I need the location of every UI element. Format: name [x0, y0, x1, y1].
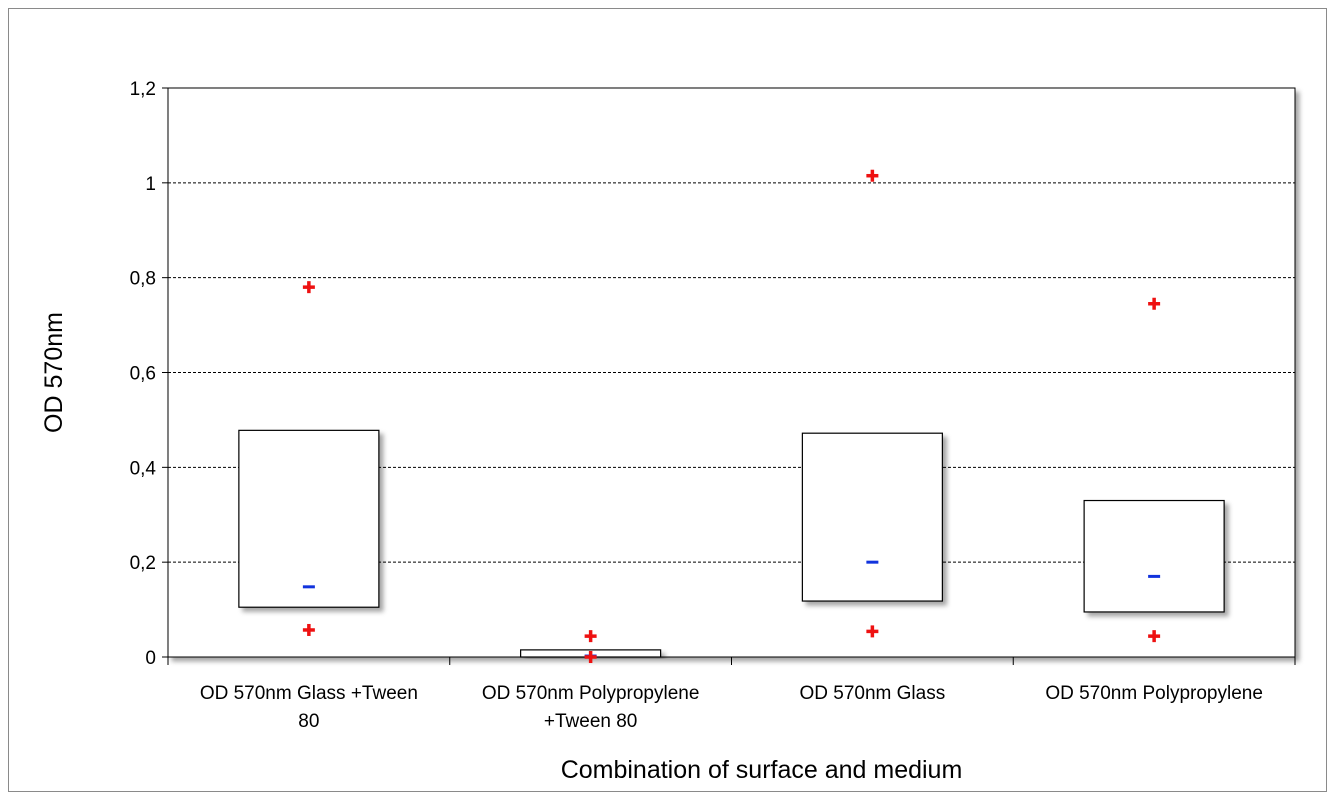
- category-label: OD 570nm Polypropylene: [482, 683, 700, 704]
- max-marker-4: [1148, 297, 1161, 310]
- box-1: [238, 429, 380, 608]
- box-4: [1083, 499, 1225, 613]
- category-label: 80: [298, 711, 319, 732]
- min-marker-2: [584, 651, 597, 663]
- y-tick-label: 0: [145, 648, 156, 669]
- y-tick-label: 0,2: [130, 553, 156, 574]
- category-label: OD 570nm Glass +Tween: [200, 683, 418, 704]
- min-marker-3: [866, 625, 879, 638]
- y-tick-label: 0,6: [130, 364, 156, 385]
- max-marker-3: [866, 169, 879, 182]
- category-label: +Tween 80: [544, 711, 638, 732]
- min-marker-4: [1148, 630, 1161, 643]
- y-tick-label: 1: [145, 174, 156, 195]
- box-3: [801, 432, 943, 602]
- y-tick-label: 1,2: [130, 79, 156, 100]
- y-tick-label: 0,8: [130, 269, 156, 290]
- y-tick-label: 0,4: [130, 458, 157, 479]
- y-axis-title: OD 570nm: [40, 312, 68, 433]
- x-axis-title: Combination of surface and medium: [561, 756, 963, 784]
- min-marker-1: [302, 623, 315, 636]
- category-label: OD 570nm Polypropylene: [1045, 683, 1263, 704]
- max-marker-1: [302, 281, 315, 294]
- max-marker-2: [584, 630, 597, 643]
- category-label: OD 570nm Glass: [800, 683, 946, 704]
